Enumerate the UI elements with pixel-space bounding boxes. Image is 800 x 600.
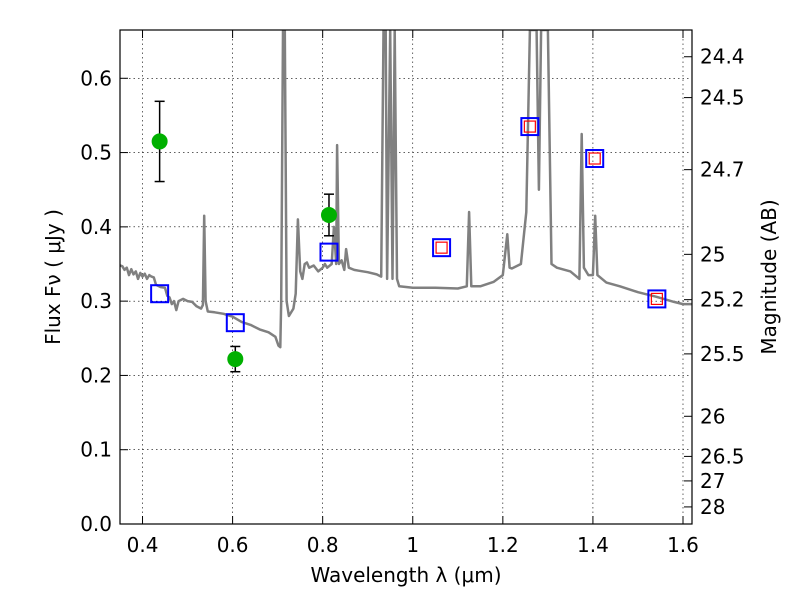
x-tick-label: 1.2 <box>487 533 519 557</box>
y2-tick-label: 25.5 <box>700 342 745 366</box>
model-square-small <box>588 152 601 165</box>
x-tick-label: 0.4 <box>127 533 159 557</box>
y2-tick-label: 25 <box>700 242 725 266</box>
plot-area <box>120 30 692 373</box>
y-axis-label: Flux Fν ( μJy ) <box>41 209 65 345</box>
model-square <box>150 284 170 304</box>
model-square <box>225 313 245 333</box>
series-group <box>120 30 692 373</box>
model-square <box>647 289 667 309</box>
model-square <box>319 242 339 262</box>
x-tick-label: 0.6 <box>217 533 249 557</box>
y2-axis-label: Magnitude (AB) <box>757 199 781 354</box>
photometry-point <box>227 351 244 368</box>
x-tick-label: 1.4 <box>577 533 609 557</box>
y2-tick-label: 24.4 <box>700 45 745 69</box>
y2-tick-label: 26 <box>700 404 725 428</box>
y2-tick-label: 25.2 <box>700 288 745 312</box>
x-axis-label: Wavelength λ (μm) <box>310 563 501 587</box>
model-square <box>585 149 605 169</box>
y2-tick-label: 26.5 <box>700 444 745 468</box>
plot-frame <box>119 29 693 525</box>
photometry-point <box>320 206 337 223</box>
model-square <box>432 238 452 258</box>
y-tick-label: 0.3 <box>80 289 112 313</box>
model-square <box>520 117 540 137</box>
spectrum-line <box>120 30 692 349</box>
model-square-small <box>650 292 663 306</box>
x-tick-label: 1.6 <box>667 533 699 557</box>
y-tick-label: 0.0 <box>80 512 112 536</box>
y2-tick-label: 28 <box>700 495 725 519</box>
y-tick-label: 0.5 <box>80 141 112 165</box>
x-axis: 0.4 0.6 0.8 1 1.2 1.4 1.6 <box>127 30 699 557</box>
y2-tick-label: 24.5 <box>700 86 745 110</box>
photometry-point <box>151 133 168 150</box>
x-tick-label: 0.8 <box>307 533 339 557</box>
x-tick-label: 1 <box>406 533 419 557</box>
y-tick-label: 0.2 <box>80 363 112 387</box>
y-tick-label: 0.1 <box>80 438 112 462</box>
y2-tick-label: 27 <box>700 469 725 493</box>
y-tick-label: 0.6 <box>80 66 112 90</box>
y2-tick-label: 24.7 <box>700 158 745 182</box>
y-axis: 0.0 0.1 0.2 0.3 0.4 0.5 0.6 <box>80 66 128 536</box>
y-tick-label: 0.4 <box>80 215 112 239</box>
model-square-small <box>523 120 536 133</box>
model-square-small <box>435 241 448 254</box>
